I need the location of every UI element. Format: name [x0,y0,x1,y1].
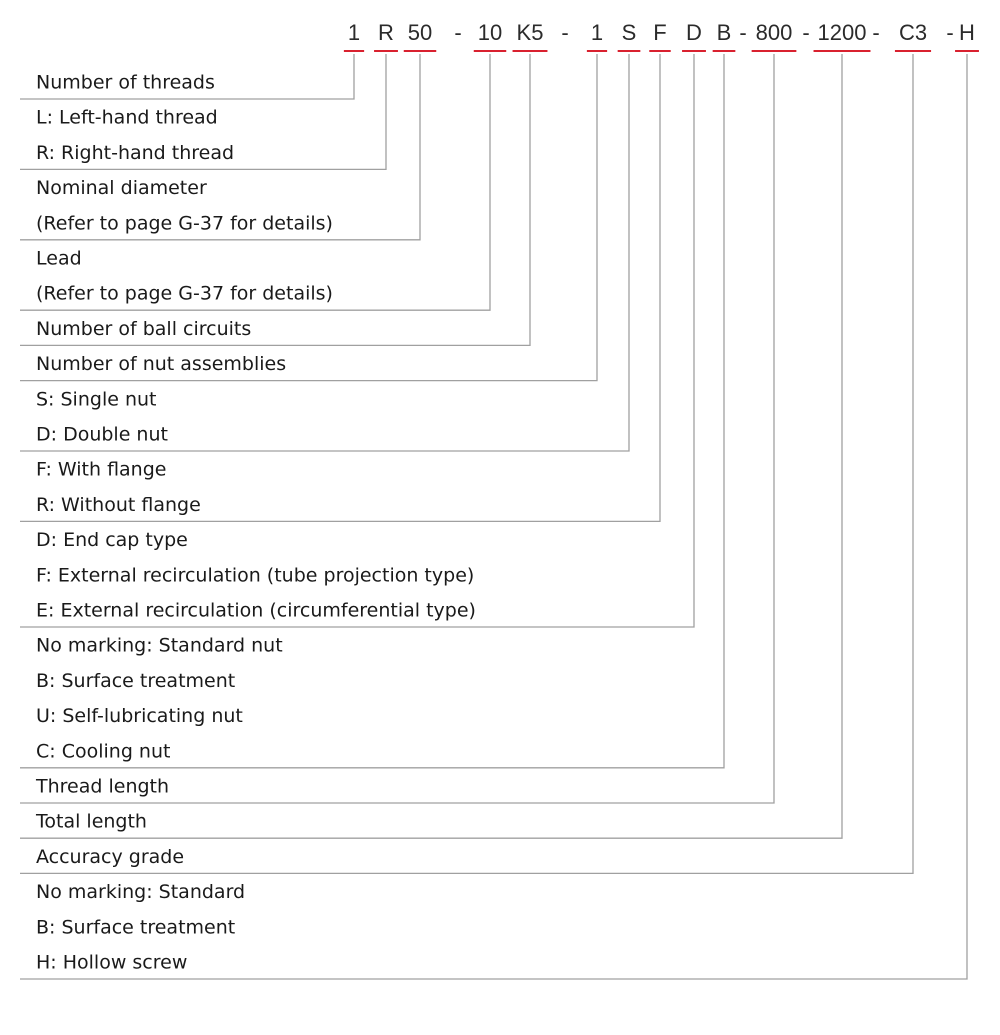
code-part: 1 [348,20,360,45]
description-line: B: Surface treatment [36,916,235,938]
leader-line [20,54,387,171]
code-part: C3 [899,20,927,45]
description-line: Lead [36,248,82,270]
code-part: - [739,20,746,45]
leader-line [20,54,491,311]
code-part: - [872,20,879,45]
description-line: H: Hollow screw [36,952,187,974]
leader-line [20,54,661,523]
leader-line [20,54,725,769]
code-part: D [686,20,702,45]
code-part: - [802,20,809,45]
leader-line [20,54,843,839]
code-part: 50 [408,20,432,45]
description-line: R: Without flange [36,494,201,516]
code-part: F [653,20,666,45]
description-line: U: Self-lubricating nut [36,705,243,727]
description-line: F: With flange [36,459,166,481]
leader-line [20,54,695,628]
description-line: (Refer to page G-37 for details) [36,212,333,234]
leader-line [20,54,630,452]
description-line: Thread length [35,776,169,798]
leader-line [20,54,598,382]
description-line: C: Cooling nut [36,740,170,762]
description-line: Number of nut assemblies [36,353,286,375]
leader-line [20,54,914,875]
code-part: H [959,20,975,45]
description-line: D: Double nut [36,424,168,446]
description-line: No marking: Standard [36,881,245,903]
code-part: 10 [478,20,502,45]
code-part: K5 [517,20,544,45]
leader-line [20,54,775,804]
description-line: (Refer to page G-37 for details) [36,283,333,305]
description-line: Number of ball circuits [36,318,251,340]
leader-line [20,54,355,100]
code-part: - [561,20,568,45]
description-line: F: External recirculation (tube projecti… [36,564,474,586]
description-line: R: Right-hand thread [36,142,234,164]
description-line: Number of threads [36,72,215,94]
description-line: Accuracy grade [36,846,184,868]
description-line: D: End cap type [36,529,188,551]
description-line: B: Surface treatment [36,670,235,692]
code-part: - [454,20,461,45]
code-part: R [378,20,394,45]
description-line: Total length [35,811,147,833]
description-line: L: Left-hand thread [36,107,218,129]
description-line: S: Single nut [36,388,157,410]
code-part: B [717,20,732,45]
description-line: No marking: Standard nut [36,635,283,657]
description-line: Nominal diameter [36,177,207,199]
code-part: 800 [756,20,793,45]
leader-line [20,54,421,241]
code-part: S [622,20,637,45]
code-part: 1200 [818,20,867,45]
code-part: 1 [591,20,603,45]
leader-line [20,54,531,347]
leader-line [20,54,968,980]
description-line: E: External recirculation (circumferenti… [36,600,476,622]
code-part: - [946,20,953,45]
